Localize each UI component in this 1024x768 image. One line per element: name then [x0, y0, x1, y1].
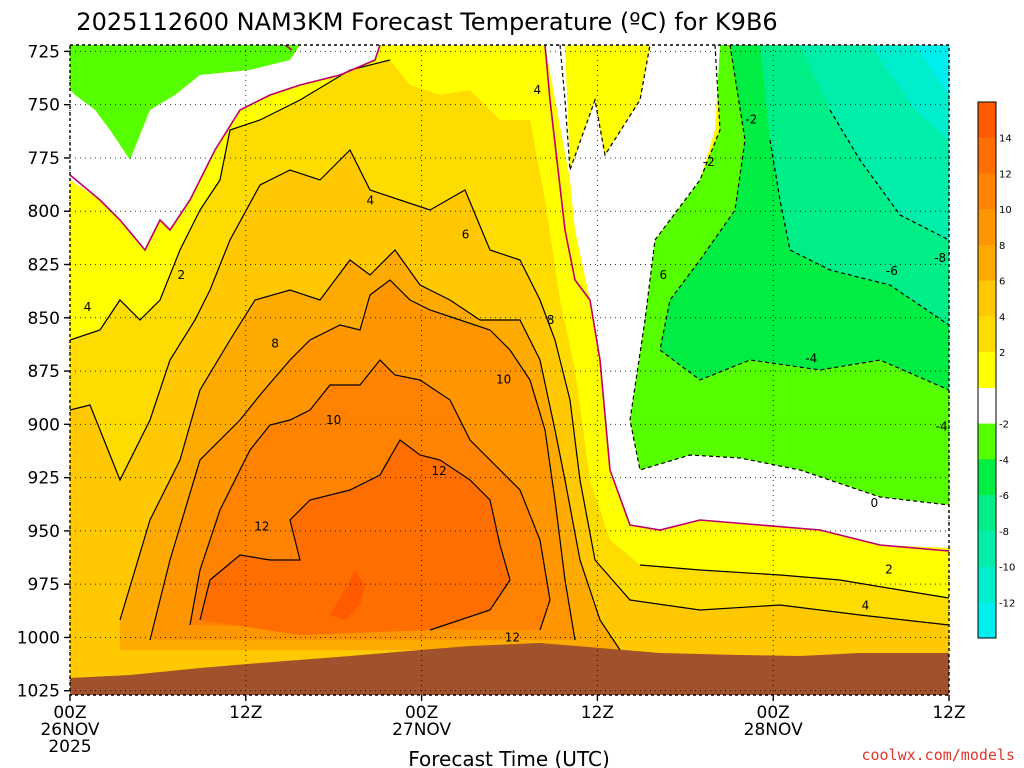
x-tick-label: 12Z [229, 703, 262, 723]
contour-label: 6 [462, 228, 470, 242]
colorbar-swatch [978, 209, 996, 246]
colorbar-swatch [978, 316, 996, 353]
contour-label: -4 [805, 351, 817, 365]
colorbar-swatch [978, 387, 996, 425]
x-tick-label: 2025 [48, 737, 91, 757]
colorbar-swatch [978, 459, 996, 496]
colorbar-swatch [978, 244, 996, 282]
contour-label: -6 [886, 264, 898, 278]
contour-label: 12 [505, 630, 520, 644]
x-tick-label: 12Z [581, 703, 614, 723]
y-axis: 725 750 775 800 825 850 875 900 925 950 975 1000 102… [17, 42, 70, 702]
y-tick-label: 900 [28, 415, 60, 435]
contour-label: 4 [367, 194, 375, 208]
colorbar-label: 14 [999, 134, 1012, 145]
contour-label: 2 [178, 268, 186, 282]
contour-label: -4 [936, 419, 948, 433]
colorbar-label: 10 [999, 205, 1012, 216]
colorbar-frame [977, 101, 997, 639]
y-tick-label: 950 [28, 522, 60, 542]
contour-label: 4 [862, 598, 870, 612]
x-axis-title: Forecast Time (UTC) [408, 747, 610, 768]
colorbar-label: -12 [999, 598, 1015, 609]
colorbar-swatch [978, 602, 996, 639]
contour-label: 4 [84, 300, 92, 314]
contour-label: 8 [547, 313, 555, 327]
x-tick-label: 00Z [405, 703, 438, 723]
colorbar-swatch [978, 280, 996, 317]
y-tick-label: 1025 [17, 682, 60, 702]
colorbar: 14 12 10 8 6 4 2 -2 -4 -6 -8 -10 -12 [977, 101, 1015, 639]
colorbar-label: -8 [999, 527, 1009, 538]
temperature-field [70, 45, 949, 695]
contour-label: -2 [703, 155, 715, 169]
colorbar-swatch [978, 495, 996, 532]
contour-label: 2 [885, 562, 893, 576]
colorbar-label: 6 [999, 277, 1005, 288]
contour-label: 0 [870, 496, 878, 510]
y-tick-label: 800 [28, 202, 60, 222]
contour-label: 10 [496, 373, 511, 387]
x-tick-label: 12Z [932, 703, 965, 723]
y-tick-label: 775 [28, 149, 60, 169]
x-tick-label: 00Z [757, 703, 790, 723]
contour-label: 10 [326, 413, 341, 427]
colorbar-swatch [978, 530, 996, 568]
contour-label: -8 [934, 251, 946, 265]
contour-label: 8 [271, 336, 279, 350]
contour-label: 4 [534, 83, 542, 97]
contour-label: 12 [432, 464, 447, 478]
colorbar-label: 4 [999, 312, 1005, 323]
plot-frame [69, 44, 950, 696]
y-tick-label: 825 [28, 256, 60, 276]
colorbar-label: 2 [999, 348, 1005, 359]
y-tick-label: 1000 [17, 628, 60, 648]
colorbar-label: -6 [999, 491, 1009, 502]
y-tick-label: 725 [28, 42, 60, 62]
contour-label: -2 [745, 113, 757, 127]
x-tick-label: 26NOV [40, 720, 99, 740]
y-tick-label: 850 [28, 309, 60, 329]
y-tick-label: 750 [28, 96, 60, 116]
colorbar-swatch [978, 173, 996, 210]
y-tick-label: 925 [28, 469, 60, 489]
contour-label: 12 [254, 520, 269, 534]
colorbar-label: 8 [999, 241, 1005, 252]
y-tick-label: 875 [28, 362, 60, 382]
contour-label: 6 [660, 268, 668, 282]
colorbar-swatch [978, 102, 996, 139]
colorbar-swatch [978, 566, 996, 603]
y-tick-label: 975 [28, 575, 60, 595]
colorbar-swatch [978, 423, 996, 460]
colorbar-label: -2 [999, 420, 1009, 431]
colorbar-label: 12 [999, 169, 1012, 180]
x-tick-label: 27NOV [392, 720, 451, 740]
colorbar-swatch [978, 137, 996, 174]
chart-title: 2025112600 NAM3KM Forecast Temperature (… [76, 8, 777, 36]
colorbar-label: -4 [999, 455, 1009, 466]
credit-text: coolwx.com/models [861, 746, 1015, 764]
colorbar-swatch [978, 352, 996, 389]
x-tick-label: 28NOV [744, 720, 803, 740]
colorbar-label: -10 [999, 563, 1015, 574]
x-tick-label: 00Z [53, 703, 86, 723]
contour-labels: -2 -2 4 4 6 6 8 8 10 10 12 12 12 4 2 -6 -8 -4 -4 0 2 4 [84, 83, 948, 645]
